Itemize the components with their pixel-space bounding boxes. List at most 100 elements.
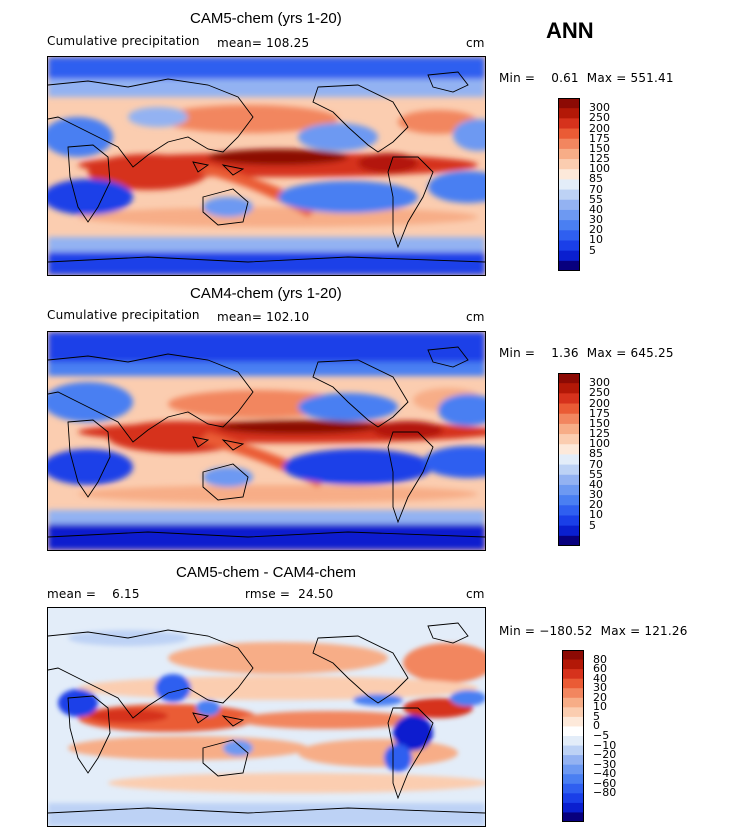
colorbar-level-label: 175 — [589, 131, 610, 145]
colorbar-level-label: 40 — [593, 671, 607, 685]
colorbar-level-label: 0 — [593, 719, 600, 733]
min-label: Min = — [499, 346, 536, 360]
minmax-diff: Min = −180.52 Max = 121.26 — [499, 624, 688, 638]
mean-cam5: mean= 108.25 — [217, 36, 309, 50]
minmax-cam4: Min = 1.36 Max = 645.25 — [499, 346, 674, 360]
colorbar-swatch — [562, 707, 584, 718]
subtitle-cam5: Cumulative precipitation — [47, 34, 200, 48]
colorbar-swatch — [558, 525, 580, 537]
colorbar-swatch — [562, 716, 584, 727]
mean-value: 108.25 — [266, 36, 310, 50]
colorbar-swatch — [558, 148, 580, 160]
colorbar-swatch — [558, 423, 580, 435]
colorbar-level-label: 250 — [589, 386, 610, 400]
colorbar-diff — [562, 650, 584, 823]
colorbar-swatch — [558, 138, 580, 150]
colorbar-level-label: −40 — [593, 767, 617, 781]
colorbar-swatch — [558, 474, 580, 486]
min-value: −180.52 — [539, 624, 593, 638]
colorbar-diff-svg — [562, 650, 584, 823]
colorbar-swatch — [558, 118, 580, 130]
colorbar-level-label: 20 — [593, 690, 607, 704]
colorbar-level-label: 10 — [593, 700, 607, 714]
min-value: 1.36 — [551, 346, 579, 360]
colorbar-swatch — [558, 250, 580, 262]
colorbar-level-label: 55 — [589, 467, 603, 481]
colorbar-level-label: 5 — [589, 518, 596, 532]
colorbar-swatch — [558, 505, 580, 516]
map-cam4 — [47, 331, 486, 551]
colorbar-level-label: 70 — [589, 182, 603, 196]
colorbar-level-label: 85 — [589, 172, 603, 186]
min-label: Min = — [499, 71, 536, 85]
map-diff — [47, 607, 486, 827]
colorbar-level-label: 300 — [589, 376, 610, 390]
colorbar-border — [558, 373, 580, 546]
colorbar-swatch — [562, 688, 584, 699]
map-cam4-svg — [48, 332, 485, 550]
colorbar-border — [558, 98, 580, 271]
colorbar-swatch — [558, 495, 580, 506]
colorbar-level-label: 20 — [589, 498, 603, 512]
colorbar-level-label: 60 — [593, 662, 607, 676]
colorbar-swatch — [558, 383, 580, 394]
map-diff-svg — [48, 608, 485, 826]
colorbar-level-label: 80 — [593, 652, 607, 666]
colorbar-swatch — [558, 159, 580, 170]
colorbar-swatch — [562, 726, 584, 737]
colorbar-level-label: 125 — [589, 152, 610, 166]
colorbar-cam4 — [558, 373, 580, 547]
colorbar-level-label: 20 — [589, 223, 603, 237]
colorbar-swatch — [558, 209, 580, 221]
colorbar-swatch — [562, 669, 584, 680]
colorbar-level-label: 40 — [589, 202, 603, 216]
colorbar-level-label: 200 — [589, 396, 610, 410]
colorbar-swatch — [562, 783, 584, 794]
colorbar-cam5-svg — [558, 98, 580, 272]
min-value: 0.61 — [551, 71, 579, 85]
colorbar-swatch — [558, 454, 580, 466]
coastlines — [48, 346, 485, 538]
rmse-label: rmse = — [245, 587, 291, 601]
units-cam5: cm — [466, 36, 485, 50]
colorbar-cam5 — [558, 98, 580, 272]
colorbar-level-label: 40 — [589, 477, 603, 491]
panel-title-cam4: CAM4-chem (yrs 1-20) — [190, 285, 342, 302]
colorbar-swatch — [562, 745, 584, 756]
subtitle-cam4: Cumulative precipitation — [47, 308, 200, 322]
colorbar-level-label: 30 — [589, 488, 603, 502]
mean-label: mean = — [47, 587, 97, 601]
colorbar-swatch — [558, 220, 580, 231]
colorbar-level-label: 5 — [593, 709, 600, 723]
colorbar-swatch — [558, 393, 580, 405]
colorbar-level-label: 55 — [589, 192, 603, 206]
colorbar-swatch — [558, 128, 580, 140]
mean-label: mean= — [217, 36, 263, 50]
colorbar-level-label: 100 — [589, 162, 610, 176]
season-label: ANN — [546, 18, 594, 43]
coastlines — [48, 622, 485, 814]
colorbar-level-label: 100 — [589, 437, 610, 451]
colorbar-swatch — [562, 812, 584, 823]
colorbar-level-label: 175 — [589, 406, 610, 420]
colorbar-swatch — [562, 802, 584, 813]
colorbar-swatch — [562, 650, 584, 661]
mean-value: 102.10 — [266, 310, 310, 324]
colorbar-swatch — [562, 678, 584, 689]
coastlines — [48, 71, 485, 263]
colorbar-level-label: −30 — [593, 757, 617, 771]
panel-title-cam5: CAM5-chem (yrs 1-20) — [190, 10, 342, 27]
colorbar-level-label: 10 — [589, 233, 603, 247]
colorbar-level-label: 85 — [589, 447, 603, 461]
colorbar-level-label: −80 — [593, 786, 617, 800]
colorbar-swatch — [558, 189, 580, 201]
colorbar-swatch — [562, 697, 584, 708]
map-cam5 — [47, 56, 486, 276]
colorbar-swatch — [558, 403, 580, 415]
colorbar-cam4-svg — [558, 373, 580, 547]
colorbar-swatch — [562, 764, 584, 775]
max-value: 551.41 — [630, 71, 674, 85]
colorbar-level-label: −5 — [593, 729, 610, 742]
max-label: Max = — [586, 346, 627, 360]
units-diff: cm — [466, 587, 485, 601]
